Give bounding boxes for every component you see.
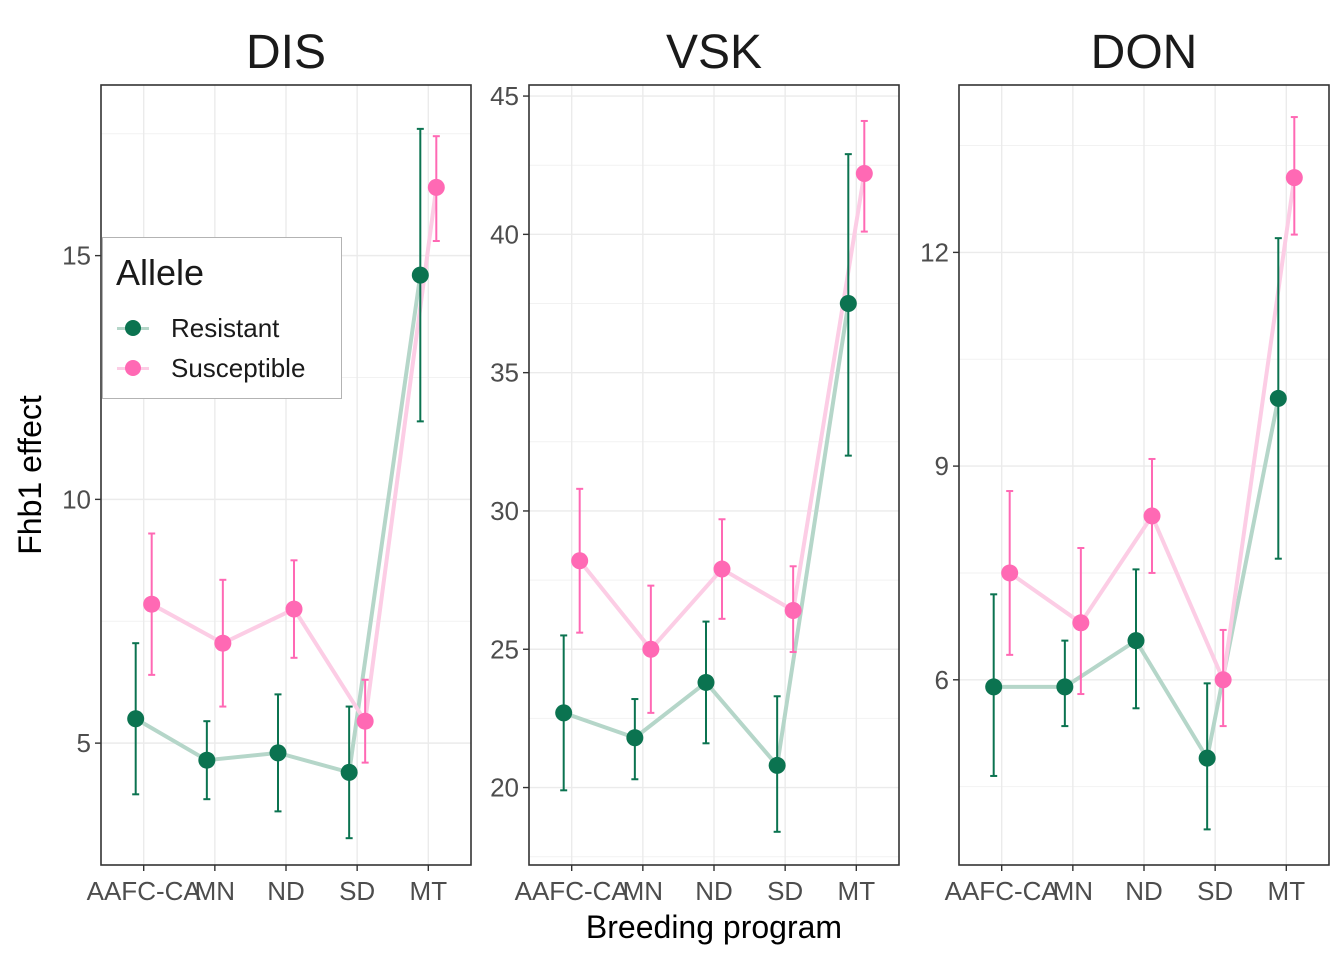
x-tick-label: MN <box>623 876 663 906</box>
legend-title: Allele <box>116 252 205 293</box>
data-point-resistant <box>1198 749 1216 767</box>
panel-title: DON <box>1091 26 1198 79</box>
legend-item-resistant: Resistant <box>113 313 279 343</box>
data-point-resistant <box>768 756 786 774</box>
y-tick-label: 12 <box>920 237 949 267</box>
panel-title: DIS <box>246 26 326 79</box>
data-point-resistant <box>127 710 145 728</box>
x-tick-label: MN <box>195 876 235 906</box>
data-point-susceptible <box>1214 671 1232 689</box>
x-tick-label: MT <box>1268 876 1306 906</box>
data-point-resistant <box>626 729 644 747</box>
legend-label-resistant: Resistant <box>171 312 280 343</box>
data-point-resistant <box>198 751 216 769</box>
y-axis-title: Fhb1 effect <box>12 395 48 555</box>
data-point-susceptible <box>1072 614 1090 632</box>
x-tick-label: AAFC-CA <box>945 876 1060 906</box>
panel-don <box>953 84 1330 871</box>
data-point-resistant <box>340 763 358 781</box>
y-tick-label: 10 <box>62 484 91 514</box>
data-point-susceptible <box>713 560 731 578</box>
x-tick-label: SD <box>339 876 375 906</box>
y-tick-label: 30 <box>490 496 519 526</box>
y-tick-label: 25 <box>490 634 519 664</box>
panel-dis <box>95 84 472 871</box>
data-point-susceptible <box>214 634 232 652</box>
data-point-resistant <box>269 744 287 762</box>
data-point-susceptible <box>143 595 161 613</box>
y-tick-label: 20 <box>490 773 519 803</box>
data-point-resistant <box>839 295 857 313</box>
data-point-resistant <box>555 704 573 722</box>
x-tick-label: SD <box>1197 876 1233 906</box>
legend-item-susceptible: Susceptible <box>113 353 305 383</box>
data-point-resistant <box>1056 678 1074 696</box>
x-axis-title: Breeding program <box>586 909 842 945</box>
data-point-susceptible <box>571 552 589 570</box>
data-point-resistant <box>1269 389 1287 407</box>
x-tick-label: ND <box>695 876 733 906</box>
y-tick-label: 15 <box>62 241 91 271</box>
data-point-susceptible <box>784 602 802 620</box>
legend-key-susceptible <box>113 353 153 383</box>
panel-title: VSK <box>666 26 762 79</box>
x-tick-label: MT <box>410 876 448 906</box>
y-tick-label: 5 <box>77 728 91 758</box>
data-point-susceptible <box>1143 507 1161 525</box>
x-tick-label: MN <box>1053 876 1093 906</box>
data-point-resistant <box>1127 632 1145 650</box>
x-tick-label: AAFC-CA <box>87 876 202 906</box>
legend-label-susceptible: Susceptible <box>171 352 306 383</box>
y-tick-label: 6 <box>935 665 949 695</box>
data-point-susceptible <box>1285 169 1303 187</box>
data-point-susceptible <box>1001 564 1019 582</box>
x-tick-label: MT <box>838 876 876 906</box>
x-tick-label: ND <box>267 876 305 906</box>
data-point-susceptible <box>285 600 303 618</box>
data-point-resistant <box>411 266 429 284</box>
y-tick-label: 35 <box>490 358 519 388</box>
y-tick-label: 9 <box>935 451 949 481</box>
x-tick-label: ND <box>1125 876 1163 906</box>
y-tick-label: 45 <box>490 81 519 111</box>
data-point-resistant <box>985 678 1003 696</box>
data-point-susceptible <box>427 178 445 196</box>
data-point-resistant <box>697 673 715 691</box>
chart-legend: Allele Resistant Susceptible <box>102 237 342 399</box>
y-tick-label: 40 <box>490 219 519 249</box>
legend-key-resistant <box>113 313 153 343</box>
data-point-susceptible <box>642 640 660 658</box>
panel-vsk <box>523 84 900 871</box>
data-point-susceptible <box>855 165 873 183</box>
x-tick-label: SD <box>767 876 803 906</box>
data-point-susceptible <box>356 712 374 730</box>
x-tick-label: AAFC-CA <box>515 876 630 906</box>
